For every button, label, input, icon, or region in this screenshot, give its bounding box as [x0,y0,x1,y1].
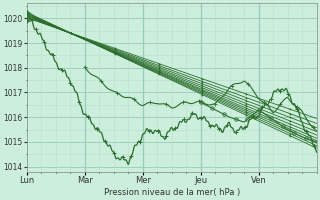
X-axis label: Pression niveau de la mer( hPa ): Pression niveau de la mer( hPa ) [104,188,240,197]
